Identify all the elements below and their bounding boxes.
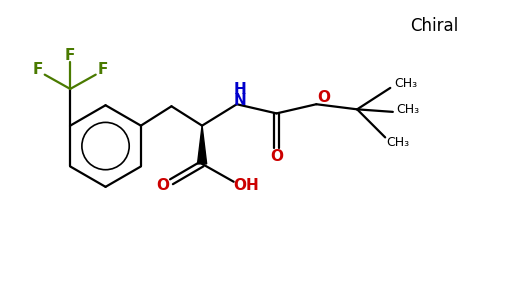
Text: Chiral: Chiral xyxy=(411,17,459,35)
Text: F: F xyxy=(33,62,44,77)
Text: F: F xyxy=(65,48,75,63)
Text: N: N xyxy=(233,93,246,108)
Text: O: O xyxy=(270,149,283,164)
Text: OH: OH xyxy=(233,178,260,193)
Text: CH₃: CH₃ xyxy=(387,136,410,149)
Text: H: H xyxy=(233,82,246,98)
Text: F: F xyxy=(97,62,108,77)
Text: CH₃: CH₃ xyxy=(394,77,417,90)
Text: O: O xyxy=(156,178,169,193)
Text: CH₃: CH₃ xyxy=(397,103,420,116)
Text: O: O xyxy=(317,90,330,105)
Polygon shape xyxy=(198,126,207,164)
